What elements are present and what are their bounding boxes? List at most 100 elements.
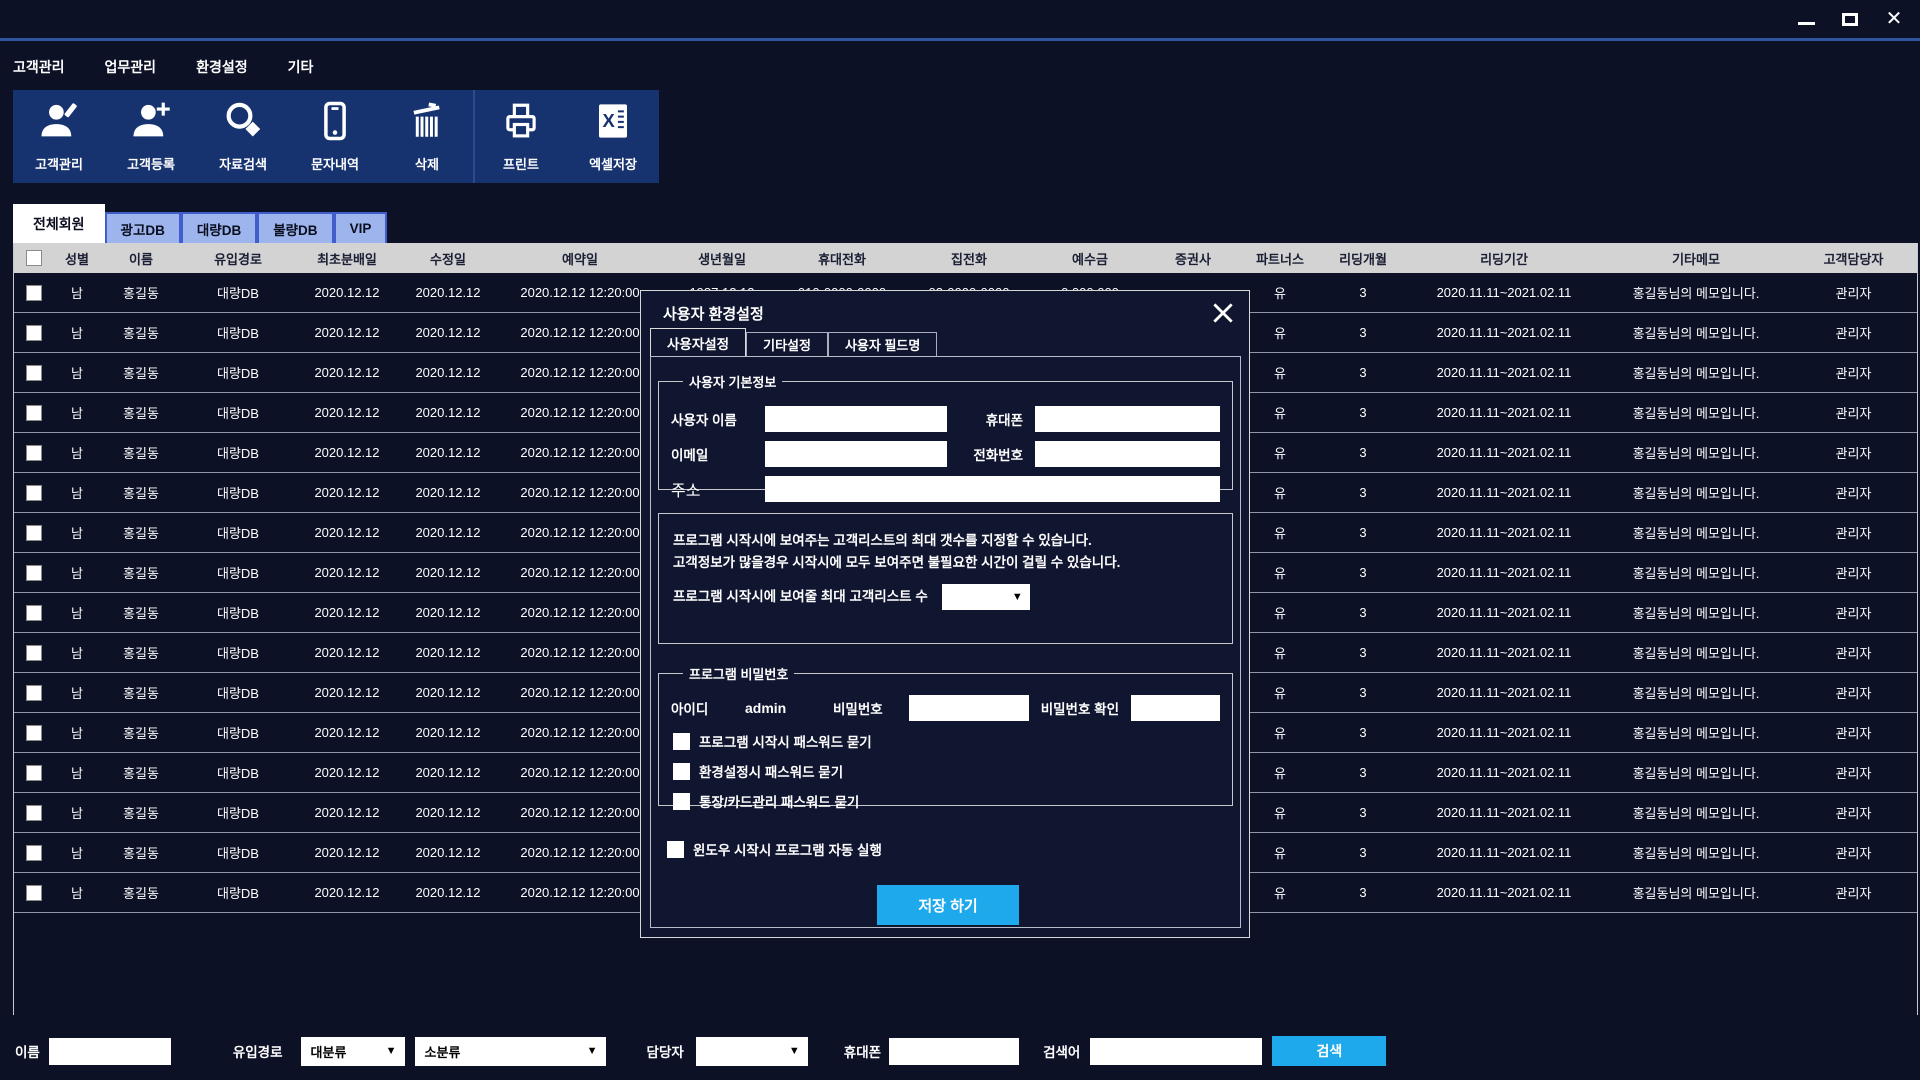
excel-save-button[interactable]: X 엑셀저장	[567, 90, 659, 183]
keyword-filter-input[interactable]	[1090, 1037, 1263, 1065]
data-search-button[interactable]: 자료검색	[197, 90, 289, 183]
row-checkbox[interactable]	[14, 433, 54, 472]
cell-leading-months: 3	[1359, 525, 1367, 540]
cell-memo: 홍길동님의 메모입니다.	[1632, 766, 1760, 781]
email-input[interactable]	[765, 441, 947, 467]
cell-memo: 홍길동님의 메모입니다.	[1632, 606, 1760, 621]
save-button[interactable]: 저장 하기	[877, 885, 1019, 925]
cell-first-assign-date: 2020.12.12	[314, 605, 380, 620]
row-checkbox[interactable]	[14, 593, 54, 632]
row-checkbox[interactable]	[14, 313, 54, 352]
cell-partners: 유	[1274, 526, 1286, 541]
row-checkbox[interactable]	[14, 473, 54, 512]
cell-reservation-date: 2020.12.12 12:20:00	[520, 445, 640, 460]
tab-vip[interactable]: VIP	[333, 212, 388, 243]
tab-bad-db[interactable]: 불량DB	[257, 212, 334, 243]
cell-leading-period: 2020.11.11~2021.02.11	[1436, 845, 1572, 860]
svg-text:X: X	[603, 110, 616, 131]
col-header: 리딩개월	[1339, 251, 1387, 267]
delete-button[interactable]: 삭제	[381, 90, 473, 183]
phone-filter-input[interactable]	[889, 1037, 1020, 1065]
dialog-tab-user-fields[interactable]: 사용자 필드명	[827, 332, 938, 357]
window-controls: ✕	[1796, 8, 1904, 30]
sms-history-button[interactable]: 문자내역	[289, 90, 381, 183]
category-major-select[interactable]: 대분류 ▼	[300, 1036, 405, 1066]
cell-gender: 남	[71, 806, 83, 821]
phone-input[interactable]	[1035, 441, 1220, 467]
row-checkbox[interactable]	[14, 393, 54, 432]
ask-password-on-start-checkbox[interactable]: 프로그램 시작시 패스워드 묻기	[673, 731, 1220, 751]
row-checkbox[interactable]	[14, 793, 54, 832]
tab-ad-db[interactable]: 광고DB	[104, 212, 181, 243]
row-checkbox[interactable]	[14, 753, 54, 792]
password-confirm-label: 비밀번호 확인	[1040, 702, 1119, 717]
maximize-icon[interactable]	[1840, 10, 1860, 28]
row-checkbox[interactable]	[14, 353, 54, 392]
cell-first-assign-date: 2020.12.12	[314, 645, 380, 660]
cell-source: 대량DB	[217, 286, 259, 301]
program-password-legend: 프로그램 비밀번호	[689, 667, 789, 682]
menu-environment-settings[interactable]: 환경설정	[196, 59, 248, 75]
cell-source: 대량DB	[217, 406, 259, 421]
cell-gender: 남	[71, 566, 83, 581]
cell-modified-date: 2020.12.12	[415, 765, 481, 780]
ask-password-on-settings-checkbox[interactable]: 환경설정시 패스워드 묻기	[673, 761, 1220, 781]
cell-source: 대량DB	[217, 646, 259, 661]
row-checkbox[interactable]	[14, 713, 54, 752]
row-checkbox[interactable]	[14, 513, 54, 552]
cell-leading-period: 2020.11.11~2021.02.11	[1436, 285, 1572, 300]
cell-modified-date: 2020.12.12	[415, 885, 481, 900]
cell-source: 대량DB	[217, 486, 259, 501]
cell-name: 홍길동	[123, 406, 159, 421]
cell-partners: 유	[1274, 806, 1286, 821]
ask-password-on-account-card-checkbox[interactable]: 통장/카드관리 패스워드 묻기	[673, 791, 1220, 811]
cell-source: 대량DB	[217, 366, 259, 381]
row-checkbox[interactable]	[14, 833, 54, 872]
dialog-tab-user-settings[interactable]: 사용자설정	[650, 328, 747, 357]
row-checkbox[interactable]	[14, 633, 54, 672]
cell-gender: 남	[71, 686, 83, 701]
menu-etc[interactable]: 기타	[287, 59, 314, 75]
dialog-close-icon[interactable]	[1209, 299, 1237, 327]
menu-customer-management[interactable]: 고객관리	[13, 59, 65, 75]
minimize-icon[interactable]	[1796, 10, 1816, 28]
menu-work-management[interactable]: 업무관리	[104, 59, 157, 75]
tab-bulk-db[interactable]: 대량DB	[180, 212, 258, 243]
password-confirm-input[interactable]	[1131, 695, 1220, 721]
row-checkbox[interactable]	[14, 553, 54, 592]
cell-memo: 홍길동님의 메모입니다.	[1632, 326, 1760, 341]
print-button[interactable]: 프린트	[475, 90, 567, 183]
address-input[interactable]	[765, 476, 1220, 502]
cell-partners: 유	[1274, 326, 1286, 341]
cell-gender: 남	[71, 526, 83, 541]
search-button[interactable]: 검색	[1272, 1036, 1387, 1066]
customer-manage-button[interactable]: 고객관리	[13, 90, 105, 183]
dialog-tab-etc-settings[interactable]: 기타설정	[746, 332, 828, 357]
col-header: 휴대전화	[818, 251, 866, 267]
mobile-input[interactable]	[1035, 406, 1220, 432]
cell-partners: 유	[1274, 766, 1286, 781]
name-filter-input[interactable]	[48, 1037, 171, 1065]
row-checkbox[interactable]	[14, 673, 54, 712]
user-name-input[interactable]	[765, 406, 947, 432]
cell-leading-months: 3	[1359, 325, 1367, 340]
password-input[interactable]	[909, 695, 1029, 721]
customer-register-button[interactable]: 고객등록	[105, 90, 197, 183]
cell-leading-period: 2020.11.11~2021.02.11	[1436, 885, 1572, 900]
toolbar: 고객관리 고객등록 자료검색 문자내역 삭제 프린트 X 엑셀저장	[13, 90, 659, 183]
cell-gender: 남	[71, 886, 83, 901]
close-icon[interactable]: ✕	[1885, 8, 1903, 30]
cell-modified-date: 2020.12.12	[415, 605, 481, 620]
cell-leading-months: 3	[1359, 285, 1367, 300]
print-icon	[500, 100, 542, 147]
autostart-checkbox[interactable]: 윈도우 시작시 프로그램 자동 실행	[667, 839, 1240, 859]
row-checkbox[interactable]	[14, 873, 54, 912]
cell-modified-date: 2020.12.12	[415, 565, 481, 580]
tab-all-members[interactable]: 전체회원	[13, 204, 105, 243]
row-checkbox[interactable]	[14, 273, 54, 312]
list-limit-select[interactable]: ▼	[941, 584, 1030, 610]
category-minor-select[interactable]: 소분류 ▼	[414, 1036, 606, 1066]
select-all-checkbox[interactable]	[14, 243, 54, 273]
col-header: 기타메모	[1672, 251, 1720, 267]
manager-select[interactable]: ▼	[695, 1036, 808, 1066]
